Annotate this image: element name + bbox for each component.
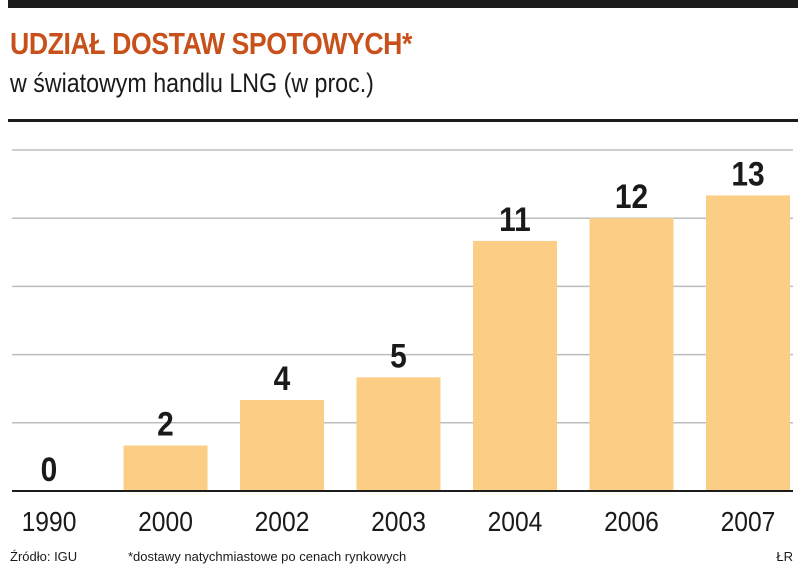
chart-subtitle: w światowym handlu LNG (w proc.): [10, 68, 374, 98]
data-label: 0: [41, 450, 58, 488]
x-tick-label: 2000: [138, 506, 193, 538]
source-note: Źródło: IGU: [10, 549, 78, 564]
x-tick-label: 2004: [488, 506, 543, 538]
footnote: *dostawy natychmiastowe po cenach rynkow…: [128, 549, 407, 564]
data-label: 2: [157, 405, 174, 443]
bar: [356, 377, 441, 491]
header-rule: [8, 119, 798, 122]
bar: [240, 400, 324, 491]
data-label: 12: [615, 177, 648, 215]
author-credit: ŁR: [776, 549, 793, 564]
data-label: 5: [390, 337, 407, 375]
bar: [123, 445, 208, 491]
data-label: 11: [499, 200, 531, 238]
chart-title: UDZIAŁ DOSTAW SPOTOWYCH*: [10, 26, 412, 61]
data-label: 13: [731, 155, 764, 193]
x-tick-label: 2006: [604, 506, 659, 538]
x-tick-label: 2007: [721, 506, 776, 538]
bar: [473, 240, 557, 491]
x-tick-label: 1990: [22, 506, 77, 538]
x-tick-label: 2003: [371, 506, 426, 538]
x-tick-label: 2002: [255, 506, 310, 538]
top-rule: [8, 0, 798, 8]
bar: [589, 218, 674, 491]
data-label: 4: [274, 359, 291, 397]
bar: [706, 195, 790, 491]
